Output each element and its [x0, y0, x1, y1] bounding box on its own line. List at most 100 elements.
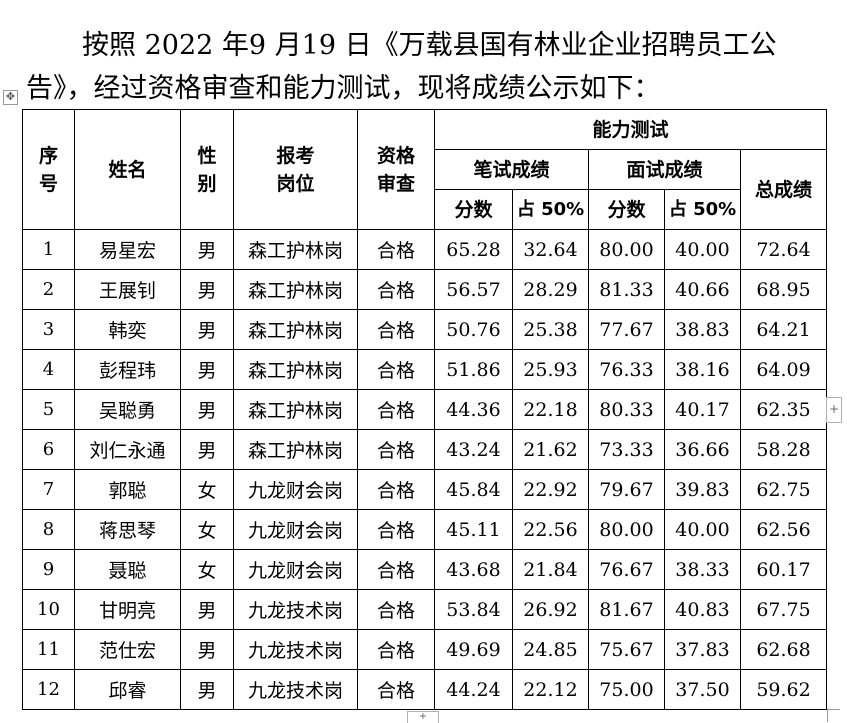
table-row: 7 郭聪 女 九龙财会岗 合格 45.84 22.92 79.67 39.83 … — [22, 469, 828, 510]
cell-written-score: 53.84 — [434, 589, 513, 630]
header-written-weight: 占 50% — [512, 189, 589, 230]
score-table: 序号 姓名 性别 报考岗位 资格审查 能力测试 笔试成绩 面试成绩 总成绩 分数… — [22, 109, 828, 710]
cell-position: 九龙财会岗 — [233, 549, 358, 590]
cell-seq: 12 — [22, 669, 75, 710]
cell-name: 甘明亮 — [74, 589, 181, 630]
header-written-score: 分数 — [434, 189, 513, 230]
cell-written-score: 50.76 — [434, 309, 513, 350]
cell-interview-score: 80.33 — [588, 389, 665, 430]
cell-name: 王展钊 — [74, 269, 181, 310]
cell-name: 聂聪 — [74, 549, 181, 590]
cell-written-weighted: 28.29 — [512, 269, 589, 310]
cell-interview-score: 79.67 — [588, 469, 665, 510]
cell-seq: 8 — [22, 509, 75, 550]
cell-interview-score: 80.00 — [588, 509, 665, 550]
cell-qualification: 合格 — [357, 309, 435, 350]
table-row: 4 彭程玮 男 森工护林岗 合格 51.86 25.93 76.33 38.16… — [22, 349, 828, 390]
cell-name: 邱睿 — [74, 669, 181, 710]
cell-written-score: 44.36 — [434, 389, 513, 430]
cell-total: 62.75 — [739, 469, 828, 510]
cell-interview-score: 76.33 — [588, 349, 665, 390]
cell-interview-score: 81.33 — [588, 269, 665, 310]
cell-written-weighted: 26.92 — [512, 589, 589, 630]
table-row: 10 甘明亮 男 九龙技术岗 合格 53.84 26.92 81.67 40.8… — [22, 589, 828, 630]
cell-position: 九龙技术岗 — [233, 669, 358, 710]
header-interview: 面试成绩 — [588, 149, 741, 190]
cell-position: 森工护林岗 — [233, 229, 358, 270]
cell-seq: 4 — [22, 349, 75, 390]
cell-interview-weighted: 36.66 — [664, 429, 741, 470]
table-move-handle-icon[interactable]: ✥ — [3, 90, 18, 105]
add-row-plus-icon[interactable]: + — [407, 711, 439, 723]
cell-written-score: 51.86 — [434, 349, 513, 390]
cell-written-score: 45.84 — [434, 469, 513, 510]
table-row: 3 韩奕 男 森工护林岗 合格 50.76 25.38 77.67 38.83 … — [22, 309, 828, 350]
cell-seq: 2 — [22, 269, 75, 310]
header-name: 姓名 — [74, 109, 181, 230]
cell-interview-weighted: 40.66 — [664, 269, 741, 310]
cell-written-weighted: 21.84 — [512, 549, 589, 590]
cell-seq: 5 — [22, 389, 75, 430]
table-row: 5 吴聪勇 男 森工护林岗 合格 44.36 22.18 80.33 40.17… — [22, 389, 828, 430]
cell-interview-weighted: 40.17 — [664, 389, 741, 430]
cell-position: 九龙技术岗 — [233, 589, 358, 630]
cell-qualification: 合格 — [357, 549, 435, 590]
header-position: 报考岗位 — [233, 109, 358, 230]
cell-gender: 男 — [180, 669, 234, 710]
cell-position: 森工护林岗 — [233, 349, 358, 390]
cell-written-weighted: 32.64 — [512, 229, 589, 270]
cell-written-weighted: 22.12 — [512, 669, 589, 710]
cell-gender: 女 — [180, 469, 234, 510]
cell-seq: 3 — [22, 309, 75, 350]
cell-written-score: 45.11 — [434, 509, 513, 550]
cell-written-weighted: 24.85 — [512, 629, 589, 670]
cell-written-weighted: 22.56 — [512, 509, 589, 550]
announcement-text: 按照 2022 年9 月19 日《万载县国有林业企业招聘员工公告》，经过资格审查… — [26, 30, 777, 104]
cell-written-weighted: 25.93 — [512, 349, 589, 390]
add-column-plus-icon[interactable]: + — [826, 397, 842, 423]
cell-interview-weighted: 38.33 — [664, 549, 741, 590]
cell-position: 森工护林岗 — [233, 269, 358, 310]
cell-name: 郭聪 — [74, 469, 181, 510]
cell-written-weighted: 21.62 — [512, 429, 589, 470]
cell-seq: 1 — [22, 229, 75, 270]
cell-name: 易星宏 — [74, 229, 181, 270]
header-gender: 性别 — [180, 109, 234, 230]
cell-total: 64.21 — [739, 309, 828, 350]
cell-gender: 男 — [180, 589, 234, 630]
table-row: 11 范仕宏 男 九龙技术岗 合格 49.69 24.85 75.67 37.8… — [22, 629, 828, 670]
cell-name: 蒋思琴 — [74, 509, 181, 550]
cell-interview-weighted: 38.83 — [664, 309, 741, 350]
cell-total: 64.09 — [739, 349, 828, 390]
cell-gender: 男 — [180, 349, 234, 390]
cell-total: 62.68 — [739, 629, 828, 670]
cell-name: 彭程玮 — [74, 349, 181, 390]
cell-interview-score: 81.67 — [588, 589, 665, 630]
cell-position: 森工护林岗 — [233, 389, 358, 430]
cell-total: 62.35 — [739, 389, 828, 430]
cell-seq: 7 — [22, 469, 75, 510]
cell-position: 森工护林岗 — [233, 429, 358, 470]
table-row: 9 聂聪 女 九龙财会岗 合格 43.68 21.84 76.67 38.33 … — [22, 549, 828, 590]
cell-gender: 男 — [180, 229, 234, 270]
cell-qualification: 合格 — [357, 429, 435, 470]
cell-interview-score: 75.67 — [588, 629, 665, 670]
table-resize-corner-icon[interactable] — [827, 709, 840, 722]
cell-interview-score: 76.67 — [588, 549, 665, 590]
cell-qualification: 合格 — [357, 349, 435, 390]
announcement-intro: 按照 2022 年9 月19 日《万载县国有林业企业招聘员工公告》，经过资格审查… — [26, 24, 832, 110]
cell-total: 60.17 — [739, 549, 828, 590]
cell-seq: 11 — [22, 629, 75, 670]
cell-written-score: 49.69 — [434, 629, 513, 670]
cell-gender: 男 — [180, 389, 234, 430]
cell-total: 68.95 — [739, 269, 828, 310]
cell-written-score: 44.24 — [434, 669, 513, 710]
cell-total: 62.56 — [739, 509, 828, 550]
cell-written-weighted: 22.18 — [512, 389, 589, 430]
cell-interview-weighted: 38.16 — [664, 349, 741, 390]
cell-gender: 女 — [180, 509, 234, 550]
cell-name: 刘仁永通 — [74, 429, 181, 470]
cell-total: 72.64 — [739, 229, 828, 270]
cell-written-weighted: 25.38 — [512, 309, 589, 350]
cell-name: 吴聪勇 — [74, 389, 181, 430]
